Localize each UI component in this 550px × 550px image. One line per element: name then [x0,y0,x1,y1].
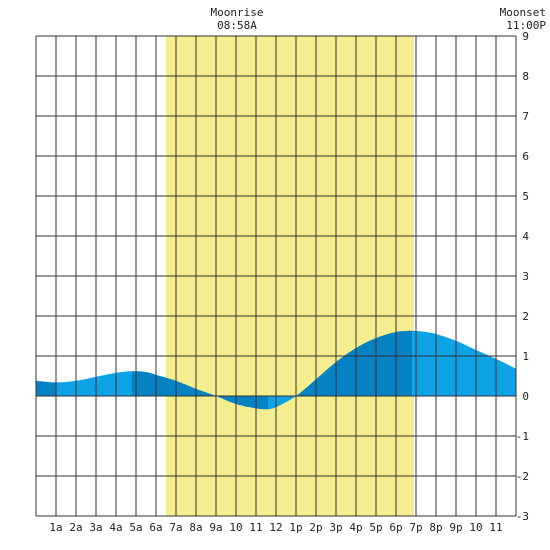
x-tick-label: 10 [469,521,482,534]
tide-area-segment-1 [36,380,56,396]
x-tick-label: 2p [309,521,322,534]
moonset-label: Moonset [500,6,546,19]
x-tick-label: 5p [369,521,382,534]
x-tick-label: 1p [289,521,302,534]
x-tick-label: 5a [129,521,142,534]
x-tick-label: 3a [89,521,102,534]
y-tick-label: 9 [522,30,529,43]
x-tick-label: 10 [229,521,242,534]
y-tick-label: 5 [522,190,529,203]
y-tick-label: 6 [522,150,529,163]
x-tick-label: 4a [109,521,122,534]
y-tick-label: 2 [522,310,529,323]
tide-area-segment-4 [268,396,296,410]
tide-area-layer [36,330,516,410]
x-tick-label: 7p [409,521,422,534]
y-tick-label: -1 [516,430,529,443]
moonrise-label: Moonrise [211,6,264,19]
x-tick-label: 8p [429,521,442,534]
x-tick-label: 8a [189,521,202,534]
x-tick-label: 9a [209,521,222,534]
y-tick-label: 4 [522,230,529,243]
x-tick-label: 6p [389,521,402,534]
x-tick-label: 3p [329,521,342,534]
x-tick-label: 9p [449,521,462,534]
x-tick-label: 2a [69,521,82,534]
y-tick-label: 3 [522,270,529,283]
x-tick-label: 12 [269,521,282,534]
y-tick-label: 7 [522,110,529,123]
moonrise-time: 08:58A [217,19,257,32]
grid-layer [35,35,517,517]
x-tick-label: 11 [489,521,502,534]
y-tick-label: 0 [522,390,529,403]
tide-area-segment-6 [412,330,516,396]
y-tick-label: -2 [516,470,529,483]
x-tick-label: 11 [249,521,262,534]
tide-area-segment-5 [296,330,412,396]
y-tick-label: -3 [516,510,529,523]
y-tick-label: 8 [522,70,529,83]
tide-area-segment-3 [132,371,268,410]
axis-labels-layer: 1a 2a 3a 4a 5a 6a 7a 8a 9a 10 11 12 1p 2p 3p 4p 5p 6p 7p 8p… [49,30,529,534]
x-tick-label: 6a [149,521,162,534]
x-tick-label: 7a [169,521,182,534]
y-tick-label: 1 [522,350,529,363]
tide-area-segment-2 [56,371,132,396]
x-tick-label: 4p [349,521,362,534]
moonset-time: 11:00P [506,19,546,32]
x-tick-label: 1a [49,521,62,534]
